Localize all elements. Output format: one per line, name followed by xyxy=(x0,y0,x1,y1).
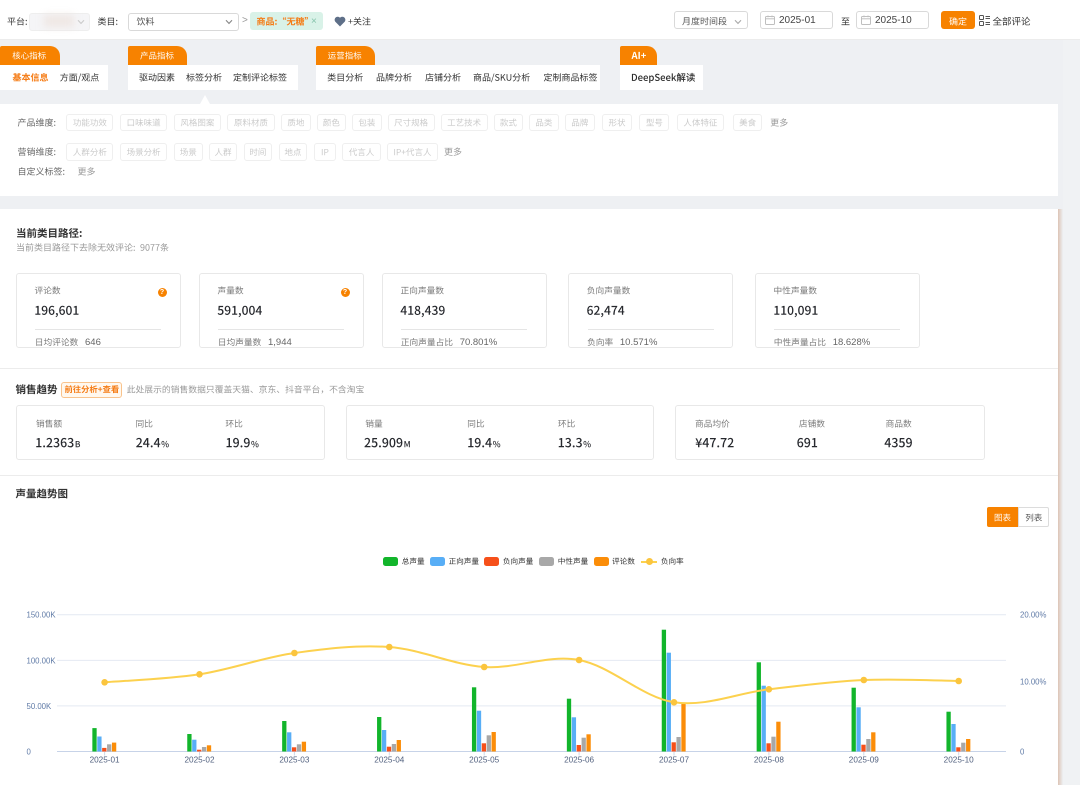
svg-text:0: 0 xyxy=(27,747,32,756)
svg-text:2025-06: 2025-06 xyxy=(564,755,594,764)
svg-text:100.00K: 100.00K xyxy=(27,656,57,665)
svg-text:10.00%: 10.00% xyxy=(1020,677,1047,686)
svg-text:2025-10: 2025-10 xyxy=(944,755,974,764)
svg-text:2025-03: 2025-03 xyxy=(279,755,309,764)
svg-text:2025-07: 2025-07 xyxy=(659,755,689,764)
svg-text:150.00K: 150.00K xyxy=(27,611,57,620)
svg-text:2025-02: 2025-02 xyxy=(184,755,214,764)
svg-text:20.00%: 20.00% xyxy=(1020,611,1047,620)
svg-text:2025-01: 2025-01 xyxy=(90,755,120,764)
svg-text:2025-05: 2025-05 xyxy=(469,755,499,764)
svg-text:2025-09: 2025-09 xyxy=(849,755,879,764)
svg-text:0: 0 xyxy=(1020,747,1025,756)
svg-text:50.00K: 50.00K xyxy=(27,702,53,711)
svg-text:2025-08: 2025-08 xyxy=(754,755,784,764)
svg-text:2025-04: 2025-04 xyxy=(374,755,404,764)
